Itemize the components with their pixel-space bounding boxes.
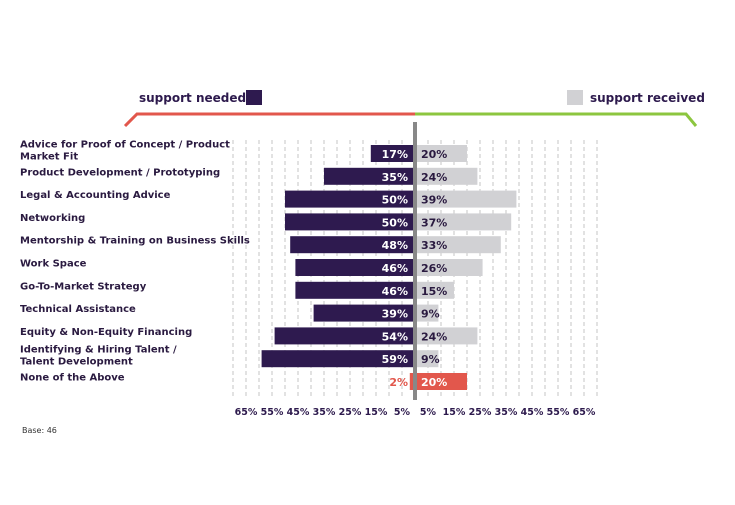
- category-label: Go-To-Market Strategy: [20, 281, 147, 292]
- tick-label-right: 45%: [521, 407, 544, 418]
- category-label: Product Development / Prototyping: [20, 167, 220, 178]
- value-label-needed: 54%: [382, 330, 408, 343]
- bracket-needed: [123, 112, 415, 128]
- tick-label-left: 65%: [235, 407, 258, 418]
- tick-label-right: 5%: [420, 407, 437, 418]
- center-axis: [413, 122, 417, 400]
- value-label-received: 9%: [421, 353, 440, 366]
- value-label-needed: 17%: [382, 148, 408, 161]
- bar-needed: [370, 145, 415, 162]
- category-label: Advice for Proof of Concept / Product Mar…: [20, 140, 230, 163]
- x-axis-ticks: 5% 5%15% 15%25% 25%35% 35%45% 45%55% 55%65% 65%: [235, 407, 596, 418]
- value-label-needed: 50%: [382, 194, 408, 207]
- tick-label-left: 45%: [287, 407, 310, 418]
- value-label-needed: 39%: [382, 308, 408, 321]
- bracket-received: [415, 112, 698, 127]
- bar-needed: [324, 167, 415, 185]
- bar-needed: [261, 350, 415, 368]
- tick-label-right: 65%: [573, 407, 596, 418]
- value-label-received: 20%: [421, 376, 447, 389]
- base-note: Base: 46: [22, 426, 57, 435]
- bar-needed: [409, 373, 415, 390]
- value-label-received: 24%: [421, 330, 447, 343]
- bar-received: [415, 167, 478, 185]
- value-label-needed: 48%: [382, 239, 408, 252]
- bar-received: [415, 145, 467, 162]
- legend-label-needed: support needed: [139, 91, 246, 105]
- bar-received: [415, 350, 439, 368]
- category-labels: Advice for Proof of Concept / Product Mar…: [20, 140, 250, 384]
- value-label-received: 37%: [421, 216, 447, 229]
- value-label-needed: 2%: [389, 376, 408, 389]
- bar-received: [415, 304, 439, 322]
- tick-label-right: 35%: [495, 407, 518, 418]
- value-label-received: 39%: [421, 194, 447, 207]
- tick-label-left: 25%: [339, 407, 362, 418]
- bar-received: [415, 213, 512, 231]
- bar-received: [415, 281, 454, 299]
- category-label: Mentorship & Training on Business Skills: [20, 236, 250, 247]
- value-label-received: 9%: [421, 308, 440, 321]
- category-label: Technical Assistance: [20, 304, 136, 315]
- value-label-needed: 35%: [382, 171, 408, 184]
- bar-needed: [285, 213, 415, 231]
- tick-label-left: 55%: [261, 407, 284, 418]
- tick-label-left: 5%: [394, 407, 411, 418]
- value-label-received: 24%: [421, 171, 447, 184]
- category-label: Identifying & Hiring Talent / Talent Deve…: [20, 345, 177, 368]
- tick-label-left: 15%: [365, 407, 388, 418]
- value-label-needed: 46%: [382, 262, 408, 275]
- bar-received: [415, 259, 483, 276]
- bar-needed: [313, 304, 415, 322]
- bar-needed: [285, 190, 415, 208]
- bar-received: [415, 327, 478, 345]
- bars: 17% 20% 35% 24% 50% 39% 50% 37% 48% 33% 46% 26% 46% 1…: [261, 145, 517, 390]
- legend-swatch-received: [567, 90, 583, 105]
- tick-label-right: 55%: [547, 407, 570, 418]
- category-label: Work Space: [20, 259, 87, 270]
- tick-label-left: 35%: [313, 407, 336, 418]
- value-label-received: 15%: [421, 285, 447, 298]
- bar-received: [415, 190, 517, 208]
- value-label-needed: 46%: [382, 285, 408, 298]
- value-label-received: 33%: [421, 239, 447, 252]
- value-label-needed: 50%: [382, 216, 408, 229]
- value-label-needed: 59%: [382, 353, 408, 366]
- bar-needed: [295, 259, 415, 276]
- legend: support needed support received: [139, 90, 705, 105]
- value-label-received: 20%: [421, 148, 447, 161]
- tick-label-right: 25%: [469, 407, 492, 418]
- category-label: Networking: [20, 213, 85, 224]
- category-label: Equity & Non-Equity Financing: [20, 327, 192, 338]
- bar-received: [415, 236, 501, 254]
- bar-needed: [295, 281, 415, 299]
- bar-received: [415, 373, 467, 390]
- category-label: None of the Above: [20, 373, 125, 384]
- bar-needed: [290, 236, 415, 254]
- legend-swatch-needed: [246, 90, 262, 105]
- legend-bracket: [123, 112, 698, 128]
- bar-needed: [274, 327, 415, 345]
- category-label: Legal & Accounting Advice: [20, 190, 171, 201]
- tick-label-right: 15%: [443, 407, 466, 418]
- value-label-received: 26%: [421, 262, 447, 275]
- legend-label-received: support received: [590, 91, 705, 105]
